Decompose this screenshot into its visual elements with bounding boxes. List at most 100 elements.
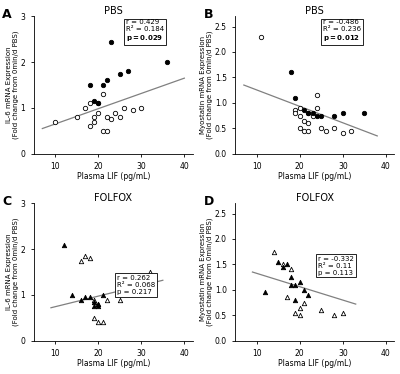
Y-axis label: IL-6 mRNA Expression
(Fold change from 0min/d PBS): IL-6 mRNA Expression (Fold change from 0…: [6, 218, 19, 326]
Point: [82, 105, 88, 111]
Point: [95, 301, 102, 307]
Point: [284, 294, 290, 300]
Point: [296, 305, 303, 311]
Point: [301, 128, 307, 134]
Point: [310, 110, 316, 116]
Point: [91, 114, 97, 120]
Y-axis label: Myostatin mRNA Expression
(Fold change from 0min/d PBS): Myostatin mRNA Expression (Fold change f…: [200, 218, 213, 326]
Point: [91, 315, 97, 321]
Point: [318, 113, 324, 119]
Title: FOLFOX: FOLFOX: [94, 193, 132, 203]
Point: [292, 110, 299, 116]
Text: r = 0.262
R² = 0.068
p = 0.217: r = 0.262 R² = 0.068 p = 0.217: [116, 275, 155, 295]
Point: [91, 119, 97, 125]
Point: [104, 77, 110, 83]
Point: [271, 249, 277, 255]
Point: [340, 131, 346, 137]
Point: [292, 107, 299, 113]
Point: [331, 113, 338, 119]
Point: [292, 310, 299, 316]
Point: [258, 34, 264, 40]
Point: [284, 261, 290, 267]
Point: [275, 259, 282, 265]
Point: [301, 300, 307, 306]
Text: D: D: [203, 195, 214, 208]
Point: [279, 261, 286, 267]
Point: [305, 110, 312, 116]
Point: [147, 269, 153, 275]
Point: [301, 118, 307, 124]
Point: [296, 125, 303, 131]
Point: [91, 98, 97, 104]
Point: [86, 294, 93, 300]
Point: [61, 242, 67, 248]
Point: [318, 307, 324, 313]
Point: [301, 287, 307, 293]
Point: [279, 264, 286, 270]
Point: [322, 128, 329, 134]
Point: [310, 113, 316, 119]
Text: B: B: [203, 8, 213, 21]
Y-axis label: Myostatin mRNA Expression
(Fold change from 0min/d PBS): Myostatin mRNA Expression (Fold change f…: [200, 31, 213, 139]
Point: [104, 114, 110, 120]
Point: [138, 274, 144, 280]
Point: [116, 71, 123, 77]
Point: [318, 125, 324, 131]
Y-axis label: IL-6 mRNA Expression
(Fold change from 0min/d PBS): IL-6 mRNA Expression (Fold change from 0…: [6, 31, 19, 139]
X-axis label: Plasma LIF (pg/mL): Plasma LIF (pg/mL): [278, 172, 352, 181]
Point: [305, 128, 312, 134]
Point: [112, 110, 119, 116]
Point: [292, 95, 299, 101]
Point: [262, 289, 268, 295]
Point: [95, 319, 102, 325]
Point: [288, 274, 294, 280]
Point: [296, 105, 303, 111]
Point: [292, 282, 299, 288]
X-axis label: Plasma LIF (pg/mL): Plasma LIF (pg/mL): [278, 359, 352, 368]
Point: [91, 297, 97, 303]
Point: [296, 113, 303, 119]
Point: [99, 91, 106, 97]
Point: [52, 119, 58, 125]
Text: r = 0.429
R² = 0.184
$\it{\bf{p = 0.029}}$: r = 0.429 R² = 0.184 $\it{\bf{p = 0.029}…: [126, 19, 164, 43]
Point: [301, 107, 307, 113]
Point: [78, 297, 84, 303]
Point: [99, 292, 106, 298]
Point: [288, 282, 294, 288]
Point: [116, 114, 123, 120]
Point: [164, 59, 170, 65]
Point: [95, 110, 102, 116]
Point: [305, 110, 312, 116]
Point: [99, 82, 106, 88]
Point: [348, 128, 355, 134]
Point: [104, 297, 110, 303]
Point: [288, 267, 294, 273]
Point: [86, 100, 93, 106]
Point: [99, 319, 106, 325]
Point: [314, 113, 320, 119]
Point: [104, 128, 110, 134]
Point: [361, 110, 368, 116]
Point: [74, 114, 80, 120]
Point: [138, 105, 144, 111]
Point: [91, 299, 97, 305]
Title: PBS: PBS: [104, 6, 123, 16]
Point: [292, 297, 299, 303]
Point: [288, 69, 294, 75]
Point: [305, 120, 312, 126]
Point: [340, 110, 346, 116]
Point: [331, 125, 338, 131]
Point: [108, 116, 114, 122]
Point: [86, 255, 93, 261]
Point: [78, 258, 84, 264]
Point: [331, 312, 338, 318]
Point: [125, 68, 132, 74]
Point: [314, 105, 320, 111]
Point: [91, 303, 97, 309]
Text: r = -0.332
R² = 0.11
p = 0.113: r = -0.332 R² = 0.11 p = 0.113: [318, 255, 354, 276]
Point: [296, 312, 303, 318]
Point: [95, 100, 102, 106]
Point: [99, 128, 106, 134]
Point: [314, 92, 320, 98]
Point: [296, 279, 303, 285]
